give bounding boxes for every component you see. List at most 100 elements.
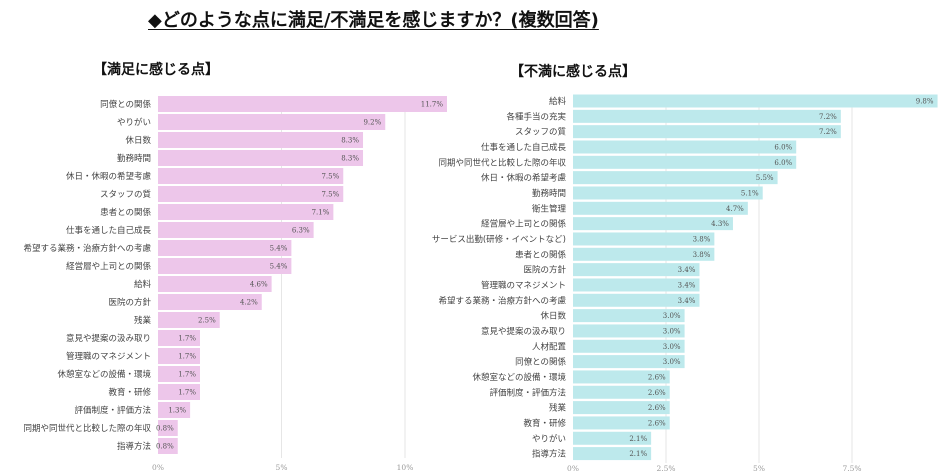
bar (158, 240, 292, 256)
category-label: 指導方法 (532, 449, 566, 460)
value-label: 2.6% (648, 419, 666, 427)
bar (573, 324, 685, 338)
category-label: 教育・研修 (523, 418, 566, 429)
x-tick-label: 0% (567, 464, 579, 473)
value-label: 2.6% (648, 404, 666, 412)
value-label: 5.4% (270, 263, 288, 271)
category-label: やりがい (117, 117, 151, 128)
bar (158, 420, 178, 436)
category-label: 各種手当の充実 (506, 111, 566, 122)
bar (158, 384, 200, 400)
value-label: 3.8% (693, 235, 711, 243)
x-tick-label: 7.5% (842, 464, 861, 473)
category-label: 休憩室などの設備・環境 (57, 369, 151, 380)
value-label: 8.3% (341, 137, 359, 145)
bar (158, 132, 364, 148)
category-label: 給料 (134, 279, 152, 290)
bar (573, 355, 685, 369)
bar (573, 201, 748, 215)
value-label: 1.7% (178, 389, 196, 397)
category-label: 管理職のマネジメント (481, 280, 566, 291)
satisfied-chart: 0% 5% 10% 同僚との関係 11.7% やりがい 9.2% 休日数 8.3% 勤務時間 8.3… (23, 96, 447, 472)
bar (573, 217, 733, 231)
value-label: 9.8% (916, 98, 934, 106)
category-label: 休日数 (125, 135, 151, 146)
bar (158, 276, 272, 292)
bar (573, 171, 778, 185)
value-label: 3.0% (663, 327, 681, 335)
bar (158, 330, 200, 346)
satisfied-chart-title: 【満足に感じる点】 (93, 62, 219, 78)
dissatisfied-chart-title: 【不満に感じる点】 (510, 64, 636, 80)
x-tick-label: 10% (397, 463, 414, 472)
category-label: 休日数 (540, 311, 566, 322)
value-label: 3.4% (678, 281, 696, 289)
category-label: やりがい (532, 433, 566, 444)
category-label: サービス出勤(研修・イベントなど) (432, 234, 566, 245)
bar (573, 125, 841, 139)
bar (158, 222, 314, 238)
category-label: 希望する業務・治療方針への考慮 (438, 295, 566, 306)
bar (573, 94, 938, 108)
bar (158, 186, 344, 202)
category-label: 仕事を通した自己成長 (481, 142, 567, 153)
category-label: 同僚との関係 (515, 357, 566, 368)
bar (573, 416, 670, 430)
value-label: 3.8% (693, 251, 711, 259)
bar (158, 348, 200, 364)
category-label: スタッフの質 (515, 127, 567, 138)
value-label: 0.8% (156, 425, 174, 433)
bar (573, 339, 685, 353)
category-label: 残業 (549, 403, 567, 414)
value-label: 4.6% (250, 281, 268, 289)
value-label: 2.6% (648, 389, 666, 397)
bar (158, 114, 386, 130)
bar (158, 312, 220, 328)
category-label: 給料 (549, 96, 567, 107)
value-label: 9.2% (363, 119, 381, 127)
bar (573, 247, 715, 261)
x-tick-label: 2.5% (656, 464, 675, 473)
category-label: 勤務時間 (117, 153, 151, 164)
value-label: 5.5% (756, 174, 774, 182)
bar (158, 168, 344, 184)
value-label: 0.8% (156, 443, 174, 451)
category-label: 同期や同世代と比較した際の年収 (23, 423, 151, 434)
bar (573, 140, 797, 154)
value-label: 7.1% (312, 209, 330, 217)
bar (573, 309, 685, 323)
value-label: 2.1% (629, 435, 647, 443)
category-label: 勤務時間 (532, 188, 566, 199)
value-label: 2.5% (198, 317, 216, 325)
x-tick-label: 5% (753, 464, 765, 473)
category-label: 指導方法 (117, 441, 151, 452)
category-label: スタッフの質 (100, 189, 152, 200)
category-label: 評価制度・評価方法 (489, 387, 566, 398)
value-label: 4.2% (240, 299, 258, 307)
bar (573, 232, 715, 246)
value-label: 3.0% (663, 343, 681, 351)
bar (158, 366, 200, 382)
value-label: 3.4% (678, 266, 696, 274)
value-label: 3.4% (678, 297, 696, 305)
bar (573, 155, 797, 169)
category-label: 管理職のマネジメント (66, 351, 151, 362)
category-label: 休日・休暇の希望考慮 (66, 171, 152, 182)
category-label: 休日・休暇の希望考慮 (481, 173, 567, 184)
value-label: 6.0% (774, 159, 792, 167)
value-label: 1.7% (178, 353, 196, 361)
bar (158, 294, 262, 310)
bar (573, 109, 841, 123)
value-label: 7.5% (321, 191, 339, 199)
bar (158, 204, 334, 220)
bar (573, 263, 700, 277)
x-tick-label: 5% (276, 463, 288, 472)
value-label: 3.0% (663, 312, 681, 320)
bar (573, 447, 652, 461)
value-label: 5.4% (270, 245, 288, 253)
category-label: 患者との関係 (100, 207, 151, 218)
value-label: 6.3% (292, 227, 310, 235)
value-label: 4.7% (726, 205, 744, 213)
bar (573, 385, 670, 399)
